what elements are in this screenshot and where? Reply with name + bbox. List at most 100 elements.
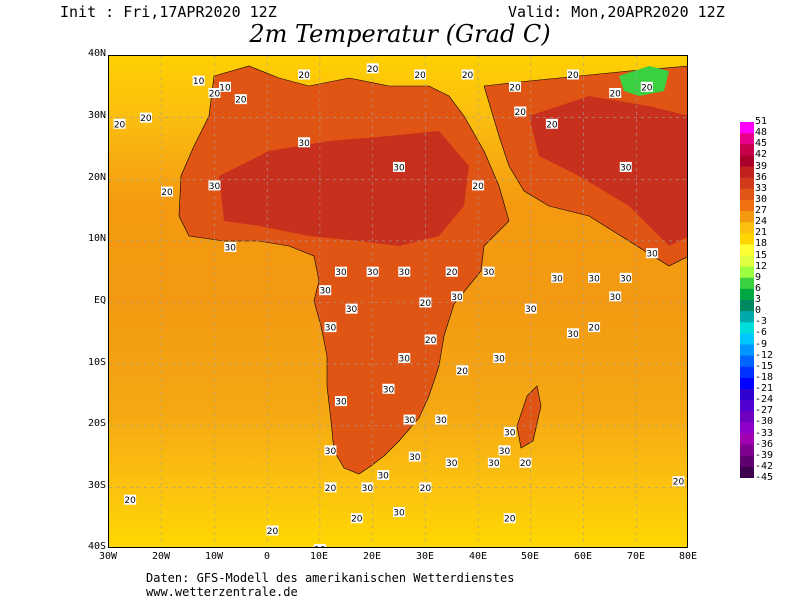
contour-label-box (482, 266, 495, 277)
colorbar-level-label: 21 (755, 227, 768, 239)
contour-label: 20 (609, 89, 621, 99)
lat-label: 10S (87, 357, 106, 368)
colorbar-segment (740, 377, 754, 390)
contour-label-box (419, 482, 432, 493)
contour-label-box (335, 266, 347, 277)
contour-label-box (161, 186, 173, 197)
contour-label-box (567, 69, 579, 80)
contour-label: 10 (219, 83, 231, 93)
contour-label-box (551, 272, 564, 283)
contour-label-box (124, 494, 137, 505)
contour-label-box (208, 180, 221, 191)
contour-label-box (545, 118, 558, 129)
contour-label: 20 (325, 484, 337, 494)
valid-time: Valid: Mon,20APR2020 12Z (508, 3, 725, 21)
data-source: Daten: GFS-Modell des amerikanischen Wet… (146, 571, 515, 585)
lon-label: 20W (151, 551, 171, 562)
colorbar-level-label: -9 (755, 338, 768, 350)
contour-label-box (609, 291, 622, 302)
contour-label: 30 (404, 416, 416, 426)
contour-label-box (393, 507, 405, 518)
lat-label: 30S (87, 480, 106, 491)
contour-label: 20 (472, 182, 484, 192)
colorbar-segment (740, 144, 754, 156)
colorbar-level-label: 30 (755, 193, 768, 205)
colorbar-segment (740, 311, 754, 323)
colorbar-segment (740, 277, 754, 290)
lat-label: 20N (87, 172, 106, 183)
contour-label-box (208, 87, 221, 98)
lon-label: 30E (415, 551, 435, 562)
contour-label: 20 (457, 367, 469, 377)
contour-label-box (503, 426, 516, 437)
contour-label: 20 (641, 83, 653, 93)
map-title: 2m Temperatur (Grad C) (249, 20, 551, 48)
contour-label: 30 (488, 459, 500, 469)
contour-label: 20 (588, 324, 600, 334)
contour-label-box (224, 242, 237, 253)
contour-label-box (419, 297, 432, 308)
contour-label: 30 (620, 274, 632, 284)
contour-label-box (619, 272, 632, 283)
contour-label: 20 (209, 89, 221, 99)
contour-label-box (588, 272, 601, 283)
colorbar-segment (740, 322, 754, 334)
arabia-hot-core (529, 96, 687, 246)
colorbar-segment (740, 344, 754, 357)
contour-label: 30 (609, 293, 621, 303)
contour-label-box (377, 470, 390, 481)
colorbar-segment (740, 433, 754, 446)
colorbar-segment (740, 411, 754, 423)
colorbar-level-label: 18 (755, 238, 768, 250)
contour-label-box (393, 161, 405, 172)
contour-label: 30 (362, 484, 374, 494)
colorbar-segment (740, 255, 754, 268)
contour-label-box (609, 87, 622, 98)
colorbar-segment (740, 466, 754, 478)
contour-label: 20 (504, 515, 516, 525)
contour-label-box (588, 322, 601, 333)
init-time: Init : Fri,17APR2020 12Z (60, 3, 277, 21)
contour-label-box (509, 81, 521, 92)
contour-label-box (646, 248, 659, 259)
contour-label-box (503, 513, 516, 524)
contour-label: 30 (399, 354, 411, 364)
lon-label: 20E (362, 551, 382, 562)
contour-label: 30 (319, 287, 331, 297)
contour-label: 20 (420, 484, 432, 494)
contour-label-box (461, 69, 474, 80)
contour-label: 20 (414, 71, 426, 81)
contour-label: 30 (435, 416, 447, 426)
colorbar-level-label: -24 (755, 394, 774, 406)
contour-label-box (519, 457, 532, 468)
contour-label-box (192, 75, 205, 86)
sahara-hot-core (219, 131, 469, 246)
contour-label: 10 (314, 546, 326, 549)
lon-label: 80E (678, 551, 698, 562)
colorbar-segment (740, 366, 754, 379)
colorbar-segment (740, 444, 754, 457)
lon-label: 30W (98, 551, 118, 562)
contour-label: 30 (393, 509, 405, 519)
contour-label: 30 (393, 163, 405, 173)
contour-label: 30 (383, 385, 395, 395)
contour-label: 30 (646, 250, 658, 260)
contour-label: 30 (209, 182, 221, 192)
contour-label-box (313, 544, 326, 547)
colorbar-level-label: -21 (755, 383, 774, 394)
contour-label: 30 (225, 244, 237, 254)
colorbar-level-label: -15 (755, 360, 774, 372)
contour-label-box (619, 161, 632, 172)
contour-label-box (672, 476, 685, 487)
contour-label-box (345, 303, 358, 314)
colorbar-level-label: -33 (755, 427, 774, 439)
colorbar (740, 122, 754, 478)
contour-label-box (524, 303, 537, 314)
colorbar-segment (740, 400, 754, 412)
contour-label: 30 (377, 472, 389, 482)
temperature-map: 10 20 20 20 20 10 20 20 20 20 20 20 20 20 20 20 30 30 20 30… (108, 55, 688, 548)
contour-label: 30 (620, 163, 632, 173)
lat-label: 30N (87, 110, 106, 121)
